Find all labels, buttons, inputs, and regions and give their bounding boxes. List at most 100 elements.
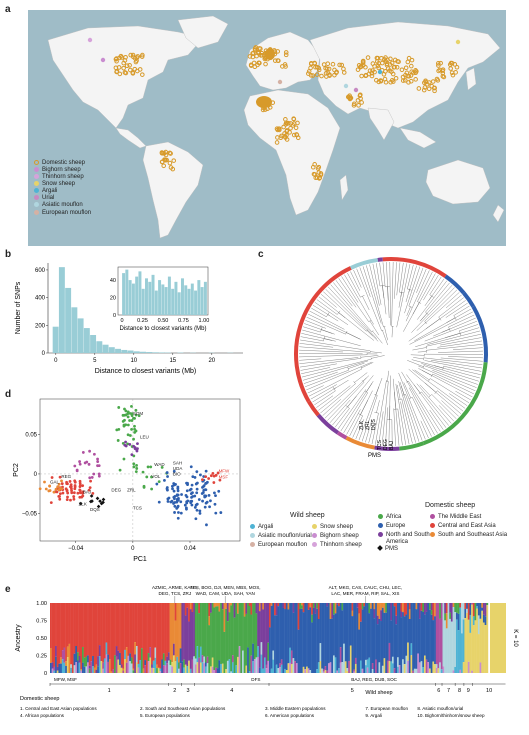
pca-point [88, 450, 91, 453]
tree-branch [387, 371, 388, 381]
admixture-bar-segment [373, 609, 375, 618]
admixture-bar-segment [387, 661, 389, 673]
pca-annotation: ZRL [127, 487, 136, 492]
pca-x-label: PC1 [133, 556, 147, 563]
pca-point [205, 470, 208, 473]
admixture-bar-segment [272, 603, 274, 651]
hist-bar [78, 318, 84, 353]
admixture-bar-segment [469, 633, 471, 673]
admixture-bar-segment [77, 661, 79, 673]
inset-bar [125, 270, 128, 315]
admixture-bar-segment [426, 660, 428, 673]
tree-branch [354, 381, 356, 384]
admixture-bar-segment [102, 663, 104, 669]
admixture-bar-segment [92, 603, 94, 656]
legend-asiatic-mouflon: Asiatic mouflon [34, 202, 91, 209]
admixture-bar-segment [372, 663, 374, 669]
admixture-bar-segment [75, 603, 77, 646]
pca-point [217, 490, 220, 493]
admixture-bar-segment [104, 658, 106, 673]
admixture-bar-segment [165, 661, 167, 666]
admixture-bar-segment [178, 662, 180, 668]
admixture-bar-segment [311, 622, 313, 673]
admixture-bar-segment [202, 655, 204, 662]
hist-x-tick-label: 10 [130, 358, 137, 364]
tree-ring-segment [383, 259, 446, 276]
admixture-bar-segment [57, 671, 59, 673]
admixture-bar-segment [129, 653, 131, 661]
pca-annotation: TCS [133, 505, 142, 510]
admixture-bar-segment [124, 659, 126, 673]
admixture-bar-segment [176, 657, 178, 673]
admixture-wild-title: Wild sheep [365, 690, 392, 696]
admixture-bar-segment [107, 655, 109, 662]
hist-bar [121, 350, 127, 353]
admixture-bar-segment [116, 646, 118, 657]
admixture-bar-segment [87, 662, 89, 673]
admixture-bar-segment [294, 661, 296, 673]
admixture-bar-segment [346, 603, 348, 668]
admixture-bar-segment [475, 603, 477, 620]
admixture-bar-segment [446, 603, 448, 613]
admixture-bar-segment [175, 661, 177, 673]
pca-point [135, 464, 138, 467]
tree-branch [401, 402, 410, 445]
admixture-bar-segment [84, 603, 86, 658]
admixture-bar-segment [362, 603, 364, 609]
admixture-bar-segment [148, 661, 150, 673]
admixture-bar-segment [368, 603, 370, 613]
admixture-bar-segment [129, 661, 131, 673]
admixture-bar-segment [299, 609, 301, 673]
admixture-bar-segment [397, 603, 399, 657]
admixture-bar-segment [272, 660, 274, 673]
legend-european-mouflon-label: European mouflon [42, 210, 91, 216]
pca-point [199, 474, 202, 477]
pca-point [59, 492, 62, 495]
admixture-bar-segment [151, 668, 153, 673]
admixture-bar-segment [82, 603, 84, 647]
admixture-bar-segment [97, 656, 99, 666]
pca-frame [40, 399, 240, 541]
admixture-bar-segment [281, 665, 283, 673]
domestic-legend-item: The Middle East [430, 514, 481, 521]
admixture-bar-segment [426, 612, 428, 660]
admixture-bar-segment [131, 664, 133, 673]
tree-ring-segment [351, 260, 378, 268]
admixture-bar-segment [176, 603, 178, 657]
admixture-bar-segment [190, 609, 192, 669]
tree-branch [373, 264, 381, 305]
admixture-bar-segment [289, 603, 291, 648]
pca-point [204, 495, 207, 498]
admixture-bar-segment [461, 603, 463, 633]
admixture-bar-segment [353, 669, 355, 671]
pca-point [173, 511, 176, 514]
wild-legend-marker [250, 533, 255, 538]
admixture-bar-segment [256, 603, 258, 613]
pca-point [127, 415, 130, 418]
admixture-bar-segment [417, 653, 419, 673]
world-map-panel: Domestic sheep Bighorn sheep Thinhorn sh… [28, 10, 506, 246]
admixture-bar-segment [424, 656, 426, 673]
pca-point [78, 460, 81, 463]
admixture-bar-segment [53, 603, 55, 667]
inset-y-tick-label: 0 [113, 313, 116, 319]
admixture-bar-segment [318, 619, 320, 662]
hist-x-label: Distance to closest variants (Mb) [95, 368, 197, 375]
admixture-bar-segment [463, 619, 465, 662]
admixture-bar-segment [101, 661, 103, 673]
admixture-bar-segment [151, 603, 153, 664]
pca-point [171, 487, 174, 490]
admixture-bar-segment [431, 610, 433, 615]
admixture-bar-segment [97, 603, 99, 656]
pca-point [130, 453, 133, 456]
admixture-bar-segment [126, 647, 128, 662]
admixture-bar-segment [454, 603, 456, 612]
admixture-bar-segment [395, 624, 397, 673]
admixture-bar-segment [341, 610, 343, 662]
pca-point [191, 475, 194, 478]
admixture-domestic-item: 3. Middle Eastern populations [265, 706, 326, 711]
admixture-bar-segment [355, 658, 357, 664]
admixture-bar-segment [50, 648, 52, 663]
tree-branch [386, 262, 389, 318]
tree-branch [437, 341, 482, 347]
